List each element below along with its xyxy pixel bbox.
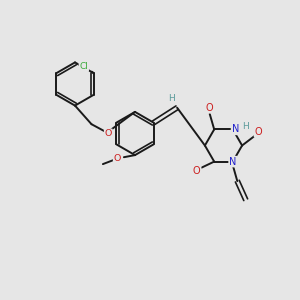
- Text: O: O: [193, 166, 201, 176]
- Text: H: H: [168, 94, 175, 103]
- Text: N: N: [232, 124, 239, 134]
- Text: H: H: [242, 122, 249, 131]
- Text: O: O: [105, 129, 112, 138]
- Text: Cl: Cl: [80, 62, 88, 71]
- Text: O: O: [205, 103, 213, 113]
- Text: N: N: [229, 157, 236, 166]
- Text: O: O: [254, 127, 262, 137]
- Text: O: O: [114, 154, 121, 163]
